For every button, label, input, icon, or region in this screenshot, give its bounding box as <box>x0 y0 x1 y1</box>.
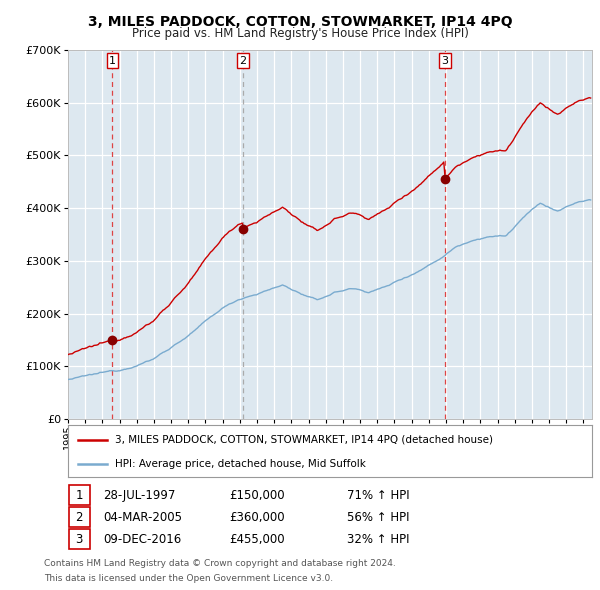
FancyBboxPatch shape <box>69 485 90 505</box>
Text: 2: 2 <box>76 510 83 523</box>
Text: £455,000: £455,000 <box>230 533 285 546</box>
Text: HPI: Average price, detached house, Mid Suffolk: HPI: Average price, detached house, Mid … <box>115 459 366 469</box>
Text: 04-MAR-2005: 04-MAR-2005 <box>103 510 182 523</box>
Text: 3, MILES PADDOCK, COTTON, STOWMARKET, IP14 4PQ: 3, MILES PADDOCK, COTTON, STOWMARKET, IP… <box>88 15 512 29</box>
FancyBboxPatch shape <box>69 507 90 527</box>
Text: 71% ↑ HPI: 71% ↑ HPI <box>347 489 410 502</box>
Text: £360,000: £360,000 <box>230 510 285 523</box>
Text: 56% ↑ HPI: 56% ↑ HPI <box>347 510 410 523</box>
Text: 3: 3 <box>76 533 83 546</box>
Text: This data is licensed under the Open Government Licence v3.0.: This data is licensed under the Open Gov… <box>44 573 333 582</box>
Text: 1: 1 <box>109 55 116 65</box>
Text: Price paid vs. HM Land Registry's House Price Index (HPI): Price paid vs. HM Land Registry's House … <box>131 27 469 40</box>
Text: Contains HM Land Registry data © Crown copyright and database right 2024.: Contains HM Land Registry data © Crown c… <box>44 559 396 568</box>
Text: 3: 3 <box>442 55 448 65</box>
Text: £150,000: £150,000 <box>230 489 285 502</box>
FancyBboxPatch shape <box>69 529 90 549</box>
Text: 1: 1 <box>76 489 83 502</box>
Text: 32% ↑ HPI: 32% ↑ HPI <box>347 533 410 546</box>
Text: 2: 2 <box>239 55 246 65</box>
Text: 3, MILES PADDOCK, COTTON, STOWMARKET, IP14 4PQ (detached house): 3, MILES PADDOCK, COTTON, STOWMARKET, IP… <box>115 435 493 445</box>
Text: 28-JUL-1997: 28-JUL-1997 <box>103 489 175 502</box>
Text: 09-DEC-2016: 09-DEC-2016 <box>103 533 181 546</box>
